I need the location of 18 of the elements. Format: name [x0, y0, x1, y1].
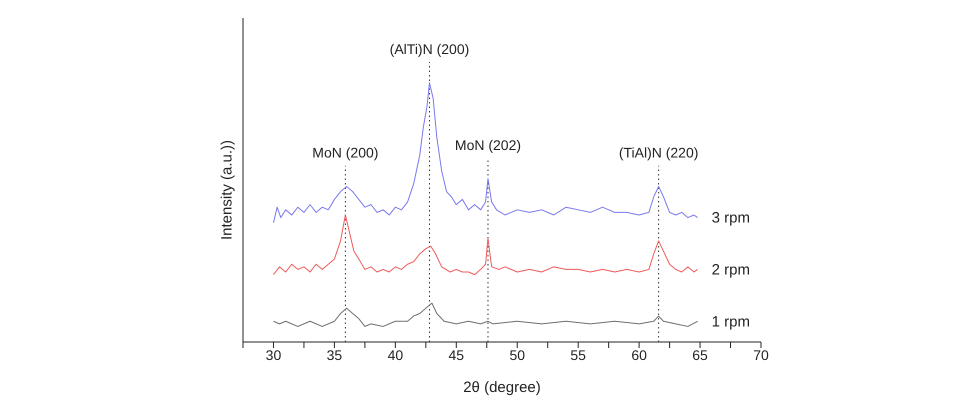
x-tick-label: 65 — [692, 346, 708, 363]
x-tick-label: 60 — [631, 346, 648, 363]
series-label: 2 rpm — [712, 261, 750, 278]
series-label: 1 rpm — [712, 313, 750, 330]
x-tick-label: 40 — [388, 346, 404, 363]
y-axis-title: Intensity (a.u.)) — [218, 140, 236, 240]
x-axis-title: 2θ (degree) — [463, 379, 541, 396]
x-tick-label: 50 — [509, 346, 526, 363]
ref-line-label: (TiAl)N (220) — [618, 144, 698, 161]
ref-line-label: MoN (202) — [454, 136, 522, 153]
ref-line-label: MoN (200) — [312, 144, 378, 161]
x-tick-label: 45 — [448, 346, 464, 363]
series-label: 3 rpm — [712, 210, 750, 227]
ref-line-label: (AlTi)N (200) — [390, 41, 470, 58]
x-tick-label: 55 — [570, 346, 586, 363]
x-tick-label: 35 — [326, 346, 342, 363]
x-tick-label: 70 — [753, 346, 769, 363]
x-tick-label: 30 — [266, 346, 282, 363]
